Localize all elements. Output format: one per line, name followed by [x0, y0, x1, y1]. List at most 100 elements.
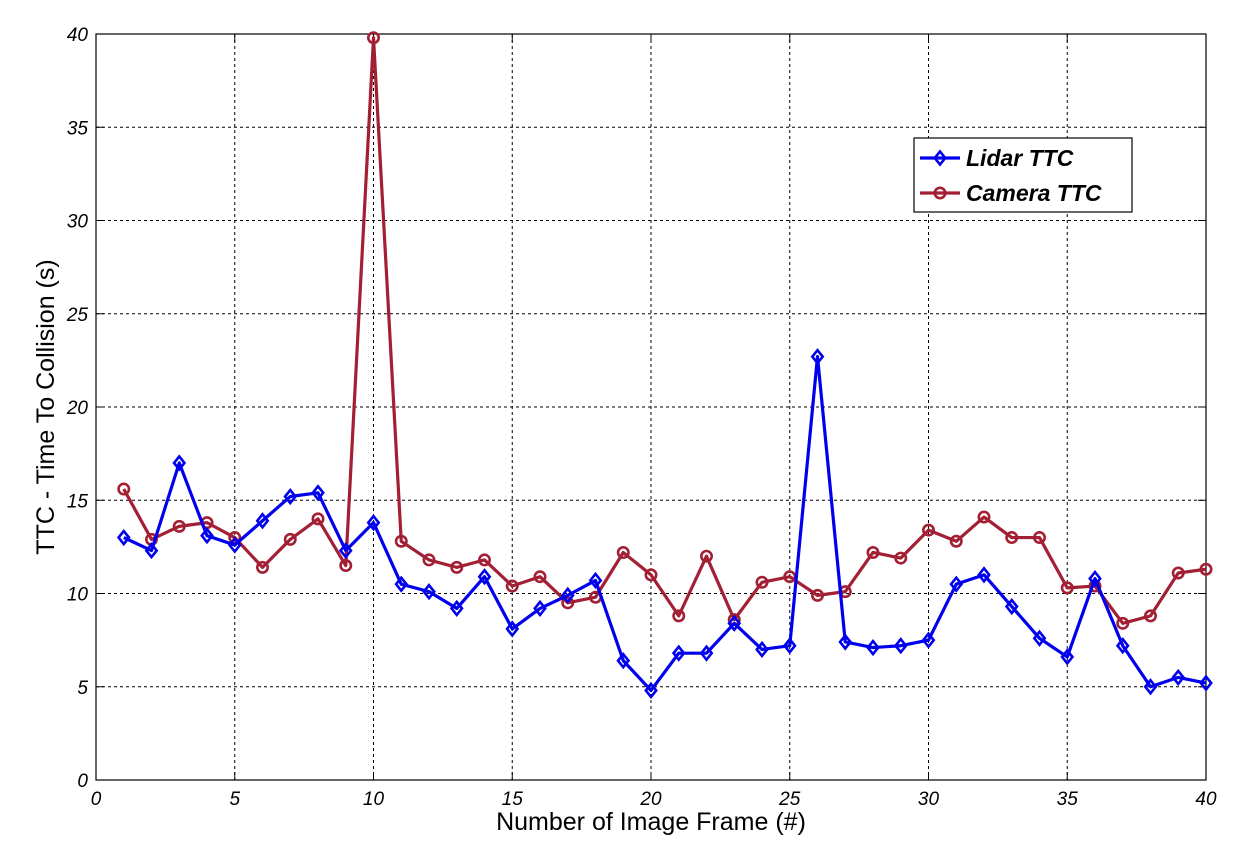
y-axis-label: TTC - Time To Collision (s): [32, 259, 60, 554]
legend-box: [913, 137, 1133, 213]
lidar-ttc-line: [123, 355, 1207, 693]
lidar-ttc-point: [727, 614, 742, 632]
series-layer: [116, 31, 1213, 700]
y-tick-label: 40: [67, 25, 89, 46]
y-tick-label: 20: [66, 398, 89, 419]
legend-label-camera-ttc: Camera TTC: [966, 180, 1102, 206]
camera-ttc-point: [172, 519, 186, 533]
lidar-ttc-point: [616, 652, 631, 670]
camera-ttc-point: [644, 568, 658, 582]
lidar-ttc-point: [144, 542, 159, 560]
camera-ttc-point: [394, 534, 408, 548]
lidar-ttc-point: [644, 681, 658, 700]
camera-ttc-point: [533, 570, 547, 584]
x-tick-label: 35: [1057, 789, 1079, 810]
lidar-ttc-point: [1115, 637, 1130, 655]
y-tick-label: 30: [67, 212, 89, 233]
lidar-ttc-point: [116, 528, 131, 547]
lidar-ttc-point: [200, 527, 214, 545]
lidar-ttc-point: [699, 644, 714, 662]
camera-ttc-point: [1144, 609, 1158, 623]
camera-ttc-point: [1033, 531, 1047, 545]
lidar-ttc-point: [560, 586, 575, 604]
camera-ttc-point: [921, 523, 935, 537]
lidar-ttc-point: [838, 633, 853, 651]
camera-ttc-point: [339, 559, 353, 573]
camera-ttc-point: [255, 560, 269, 574]
lidar-ttc-point: [311, 484, 325, 502]
camera-ttc-point: [977, 510, 991, 524]
lidar-ttc-point: [338, 542, 353, 560]
camera-ttc-point: [422, 553, 436, 567]
lidar-ttc-point: [255, 512, 270, 530]
lidar-ttc-point: [394, 575, 409, 593]
x-tick-label: 40: [1195, 789, 1217, 810]
lidar-ttc-point: [921, 631, 936, 649]
camera-ttc-point: [450, 560, 464, 574]
lidar-ttc-point: [671, 644, 686, 662]
camera-ttc-point: [949, 534, 963, 548]
camera-ttc-point: [1005, 531, 1019, 545]
grid-lines: [96, 34, 1206, 780]
lidar-ttc-point: [810, 348, 825, 366]
lidar-ttc-point: [588, 571, 603, 590]
lidar-ttc-point: [949, 575, 964, 593]
camera-ttc-point: [894, 551, 908, 565]
lidar-ttc-point: [755, 640, 769, 659]
camera-ttc-point: [1060, 581, 1074, 595]
lidar-ttc-point: [172, 454, 187, 472]
lidar-ttc-point: [1004, 597, 1019, 616]
lidar-ttc-point: [477, 568, 492, 586]
camera-ttc-point: [699, 549, 713, 563]
y-tick-label: 35: [67, 118, 89, 139]
lidar-ttc-point: [866, 639, 880, 657]
legend-label-lidar-ttc: Lidar TTC: [966, 145, 1074, 171]
lidar-ttc-point: [893, 637, 908, 655]
lidar-ttc-point: [227, 536, 242, 554]
y-tick-label: 5: [77, 678, 88, 699]
lidar-ttc-point: [533, 599, 547, 618]
camera-ttc-point: [366, 31, 380, 45]
x-tick-label: 30: [918, 789, 940, 810]
lidar-ttc-point: [1199, 674, 1213, 692]
x-axis-label: Number of Image Frame (#): [496, 808, 806, 836]
camera-ttc-point: [866, 545, 880, 559]
camera-ttc-point: [1116, 616, 1130, 630]
x-tick-label: 20: [639, 789, 662, 810]
x-tick-label: 5: [229, 789, 240, 810]
lidar-ttc-point: [449, 599, 464, 618]
y-tick-label: 15: [67, 491, 89, 512]
series-camera-ttc: [117, 31, 1213, 630]
lidar-ttc-point: [505, 620, 520, 638]
camera-ttc-point: [616, 545, 630, 559]
lidar-ttc-point: [422, 583, 436, 601]
lidar-ttc-point: [1060, 648, 1075, 666]
y-tick-label: 10: [67, 585, 89, 606]
camera-ttc-point: [810, 588, 824, 602]
camera-ttc-point: [505, 579, 519, 593]
x-tick-label: 15: [502, 789, 524, 810]
camera-ttc-point: [228, 531, 242, 545]
camera-ttc-point: [1199, 562, 1213, 576]
lidar-ttc-point: [1032, 629, 1047, 647]
lidar-ttc-point: [1171, 668, 1186, 687]
lidar-ttc-point: [977, 566, 991, 584]
camera-ttc-point: [477, 553, 491, 567]
legend: Lidar TTC Camera TTC: [913, 137, 1133, 213]
legend-marker-lidar-ttc: [933, 149, 947, 167]
camera-ttc-point: [672, 609, 686, 623]
camera-ttc-point: [117, 482, 131, 496]
legend-marker-camera-ttc: [933, 186, 947, 200]
axis-ticks: 0 5 10 15 20 25 30 35 40 0 5 10 15 20 25 30 35 40: [66, 25, 1217, 810]
lidar-ttc-point: [366, 514, 381, 532]
x-tick-label: 10: [363, 789, 385, 810]
x-tick-label: 25: [778, 789, 801, 810]
series-lidar-ttc: [116, 348, 1213, 700]
lidar-ttc-point: [1088, 569, 1102, 588]
camera-ttc-line: [122, 36, 1207, 625]
camera-ttc-point: [283, 532, 297, 546]
camera-ttc-point: [755, 575, 769, 589]
y-tick-label: 0: [77, 771, 88, 792]
camera-ttc-point: [1171, 566, 1185, 580]
